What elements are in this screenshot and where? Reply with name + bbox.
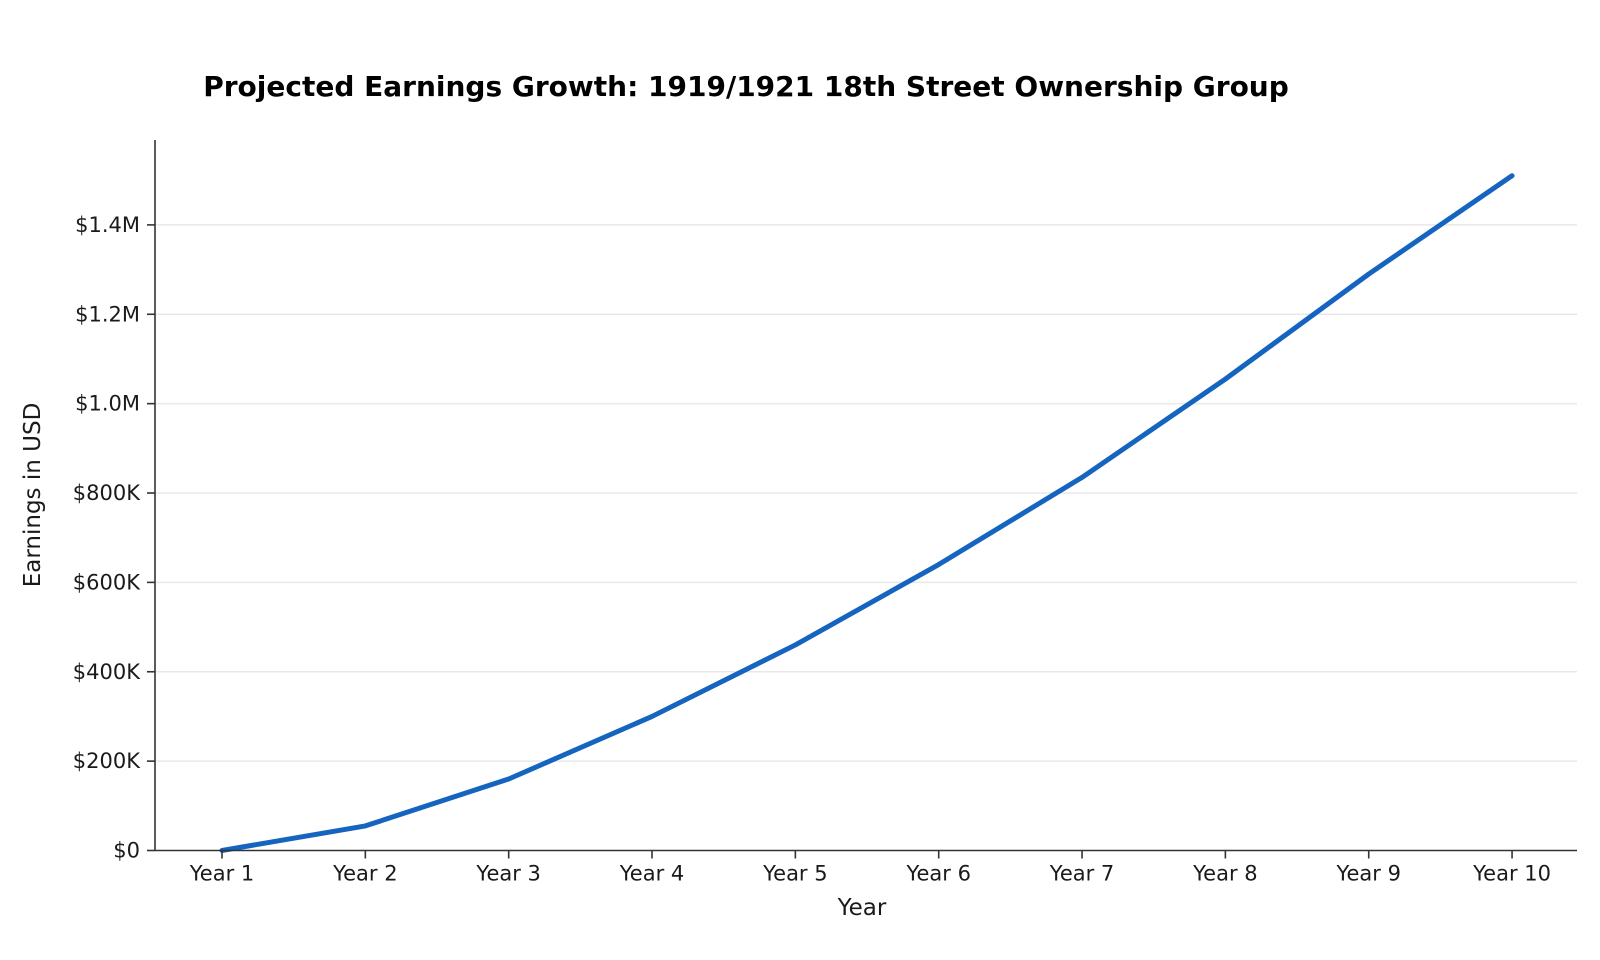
y-tick-label: $1.4M xyxy=(75,213,140,237)
x-tick-label: Year 9 xyxy=(1335,862,1401,886)
y-axis-tick-labels: $0 $200K $400K $600K $800K $1.0M $1.2M $1.4M xyxy=(73,213,141,863)
y-tick-label: $800K xyxy=(73,481,141,505)
x-axis-title: Year xyxy=(837,895,887,921)
x-tick-label: Year 4 xyxy=(619,862,685,886)
x-tick-label: Year 7 xyxy=(1049,862,1115,886)
x-tick-label: Year 6 xyxy=(905,862,971,886)
y-tick-label: $0 xyxy=(113,839,140,863)
gridlines xyxy=(155,224,1577,762)
x-tick-label: Year 1 xyxy=(189,862,255,886)
x-tick-label: Year 8 xyxy=(1192,862,1258,886)
x-tick-label: Year 3 xyxy=(475,862,541,886)
axes xyxy=(147,140,1577,859)
earnings-line xyxy=(219,173,1515,853)
x-axis-tick-labels: Year 1 Year 2 Year 3 Year 4 Year 5 Year 6 Year… xyxy=(189,862,1551,886)
y-tick-label: $400K xyxy=(73,660,141,684)
x-tick-label: Year 5 xyxy=(762,862,828,886)
chart-title: Projected Earnings Growth: 1919/1921 18t… xyxy=(203,70,1289,103)
y-tick-label: $200K xyxy=(73,749,141,773)
y-tick-label: $600K xyxy=(73,570,141,594)
x-tick-label: Year 10 xyxy=(1472,862,1551,886)
y-axis-title: Earnings in USD xyxy=(20,403,46,588)
y-tick-label: $1.0M xyxy=(75,392,140,416)
y-tick-label: $1.2M xyxy=(75,302,140,326)
earnings-line-series xyxy=(219,173,1515,853)
x-tick-label: Year 2 xyxy=(332,862,398,886)
